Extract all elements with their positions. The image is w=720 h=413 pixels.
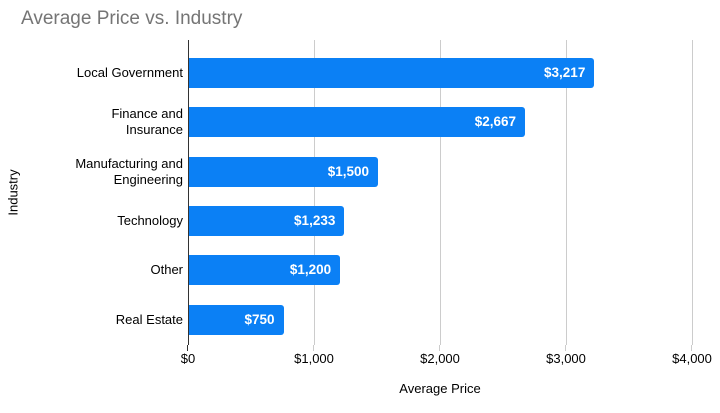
bar-value-label: $1,200 [289, 262, 332, 278]
category-label: Technology [117, 212, 183, 228]
x-axis-tick [313, 345, 314, 351]
x-axis-tick [691, 345, 692, 351]
bar-manufacturing-and-engineering[interactable]: $1,500 [189, 156, 378, 187]
x-tick-label: $0 [180, 351, 196, 366]
bar-local-government[interactable]: $3,217 [189, 58, 595, 88]
y-axis-title: Industry [5, 169, 21, 216]
gridline [566, 40, 567, 345]
category-label: Finance and Insurance [111, 106, 183, 138]
x-tick-label: $4,000 [672, 351, 712, 366]
category-label: Other [150, 262, 183, 278]
bar-other[interactable]: $1,200 [189, 255, 341, 286]
x-tick-label: $2,000 [420, 351, 460, 366]
x-axis-tick [187, 345, 188, 351]
bar-value-label: $750 [244, 311, 275, 327]
category-label: Real Estate [115, 311, 183, 327]
x-axis-title: Average Price [399, 381, 481, 396]
plot-area: $3,217 $2,667 $1,500 $1,233 $1,200 $750 [188, 40, 693, 345]
chart-title: Average Price vs. Industry [21, 8, 243, 29]
x-tick-label: $3,000 [546, 351, 586, 366]
category-label: Local Government [76, 65, 183, 80]
gridline [692, 40, 693, 345]
x-axis-tick [565, 345, 566, 351]
bar-real-estate[interactable]: $750 [189, 304, 284, 335]
gridline [314, 40, 315, 345]
bar-value-label: $3,217 [544, 65, 586, 80]
gridline [440, 40, 441, 345]
bar-value-label: $1,233 [294, 212, 336, 228]
bar-finance-and-insurance[interactable]: $2,667 [189, 107, 526, 138]
bar-value-label: $1,500 [327, 163, 369, 179]
x-tick-label: $1,000 [294, 351, 334, 366]
bar-technology[interactable]: $1,233 [189, 205, 345, 236]
bar-value-label: $2,667 [474, 114, 517, 130]
x-axis-tick [439, 345, 440, 351]
category-label: Manufacturing and Engineering [75, 155, 183, 187]
